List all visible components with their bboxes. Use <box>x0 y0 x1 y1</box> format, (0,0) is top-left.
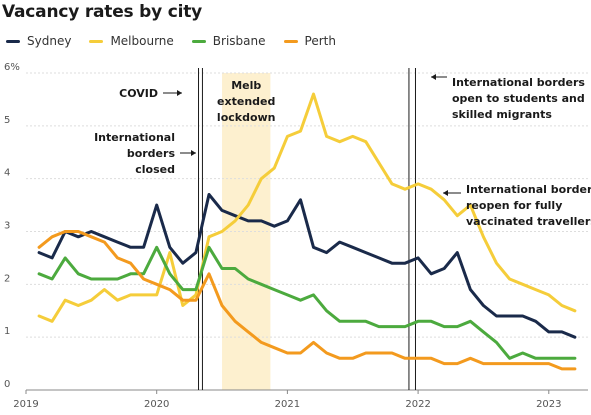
annotation-borders-closed-line1: International <box>94 131 175 144</box>
annotation-students-line2: open to students and <box>452 92 585 105</box>
x-tick-label: 2019 <box>13 399 38 410</box>
x-tick-label: 2022 <box>405 399 430 410</box>
legend-swatch-sydney <box>6 39 20 43</box>
annotation-covid-arrowhead <box>177 90 182 96</box>
series-line-perth <box>37 230 577 371</box>
y-tick-label: 3 <box>4 221 10 232</box>
annotation-reopen-line1: International borders <box>466 183 591 196</box>
x-tick-label: 2020 <box>144 399 169 410</box>
y-tick-label: 0 <box>4 379 10 390</box>
legend-item-perth: Perth <box>283 34 336 48</box>
chart-legend: Sydney Melbourne Brisbane Perth <box>6 34 354 48</box>
y-tick-label: 1 <box>4 326 10 337</box>
annotation-reopen-line2: reopen for fully <box>466 199 562 212</box>
annotation-students-line3: skilled migrants <box>452 108 552 121</box>
series-line-sydney <box>37 193 577 339</box>
annotation-lockdown-line3: lockdown <box>217 111 276 124</box>
legend-label-perth: Perth <box>304 34 336 48</box>
annotation-lockdown-line2: extended <box>217 95 275 108</box>
annotation-borders-closed-line2: borders <box>127 147 176 160</box>
annotation-borders-closed-line3: closed <box>135 163 175 176</box>
chart-title: Vacancy rates by city <box>2 2 203 22</box>
legend-swatch-brisbane <box>191 39 206 43</box>
annotation-lockdown-line1: Melb <box>231 79 261 92</box>
annotation-students-arrowhead <box>431 74 436 80</box>
legend-swatch-perth <box>283 39 298 43</box>
legend-label-brisbane: Brisbane <box>212 34 266 48</box>
legend-item-brisbane: Brisbane <box>191 34 266 48</box>
annotation-students-line1: International borders <box>452 76 585 89</box>
y-tick-label: 2 <box>4 273 10 284</box>
y-tick-label: 6% <box>4 62 20 73</box>
series-line-melbourne <box>37 92 577 323</box>
annotation-borders-closed-arrowhead <box>191 150 196 156</box>
x-tick-label: 2021 <box>275 399 300 410</box>
y-tick-label: 4 <box>4 168 10 179</box>
legend-swatch-melbourne <box>89 39 104 43</box>
y-tick-label: 5 <box>4 115 10 126</box>
legend-label-sydney: Sydney <box>27 34 72 48</box>
x-tick-label: 2023 <box>536 399 561 410</box>
legend-item-melbourne: Melbourne <box>89 34 174 48</box>
legend-label-melbourne: Melbourne <box>110 34 174 48</box>
legend-item-sydney: Sydney <box>6 34 71 48</box>
annotation-covid: COVID <box>119 87 158 100</box>
annotation-reopen-arrowhead <box>443 190 448 196</box>
annotation-reopen-line3: vaccinated travellers <box>466 215 591 228</box>
series-line-brisbane <box>37 245 577 360</box>
